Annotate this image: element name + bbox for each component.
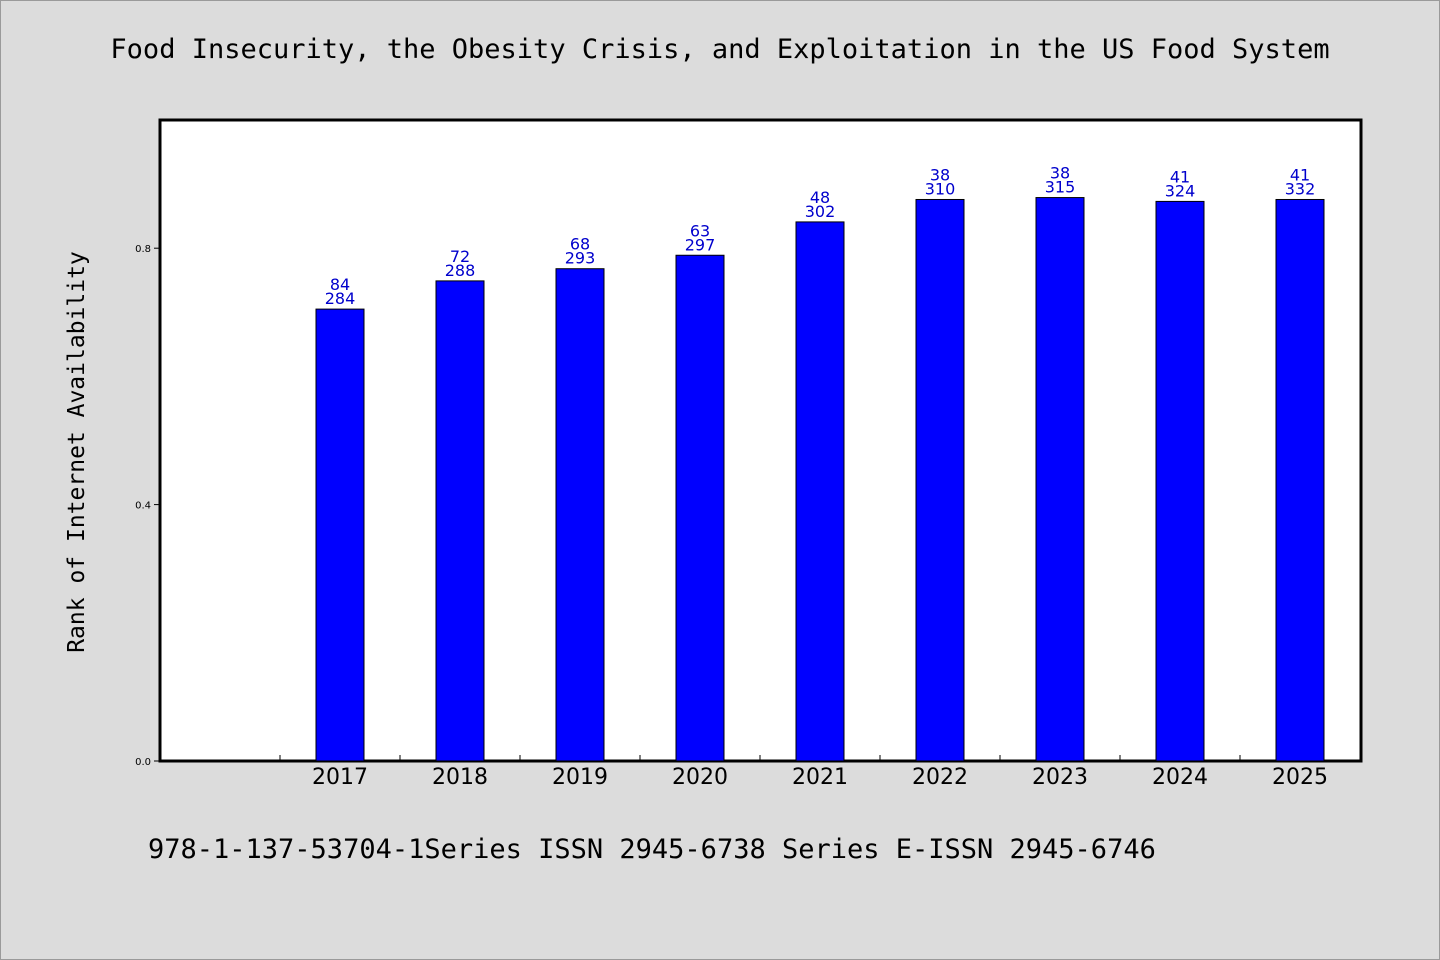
- x-tick-label: 2021: [792, 765, 848, 790]
- bar: [315, 308, 365, 762]
- chart-title: Food Insecurity, the Obesity Crisis, and…: [110, 34, 1330, 65]
- x-tick-label: 2025: [1272, 765, 1328, 790]
- x-tick-label: 2020: [672, 765, 728, 790]
- data-label-bottom: 324: [1165, 181, 1196, 200]
- data-label-top: 63: [690, 221, 710, 240]
- data-label-top: 38: [1050, 164, 1070, 183]
- bar: [915, 198, 965, 762]
- x-tick-label: 2019: [552, 765, 608, 790]
- x-tick-label: 2017: [312, 765, 368, 790]
- footer-text: 978-1-137-53704-1Series ISSN 2945-6738 S…: [148, 834, 1156, 865]
- bar: [1155, 200, 1205, 762]
- data-label-bottom: 302: [805, 202, 836, 221]
- bar: [675, 254, 725, 762]
- data-label-top: 48: [810, 188, 830, 207]
- data-label-bottom: 297: [685, 235, 716, 254]
- data-label-top: 38: [930, 165, 950, 184]
- y-tick-label: 0.4: [135, 501, 151, 512]
- data-label-bottom: 288: [445, 261, 476, 280]
- x-tick-label: 2022: [912, 765, 968, 790]
- data-label-bottom: 332: [1285, 179, 1316, 198]
- data-label-top: 41: [1290, 165, 1310, 184]
- y-tick-label: 0.0: [135, 757, 151, 768]
- data-label-top: 84: [330, 275, 350, 294]
- x-tick-label: 2018: [432, 765, 488, 790]
- bar: [795, 221, 845, 762]
- data-label-top: 72: [450, 247, 470, 266]
- bar: [1275, 198, 1325, 762]
- data-label-bottom: 310: [925, 179, 956, 198]
- data-label-bottom: 315: [1045, 178, 1076, 197]
- bar: [435, 280, 485, 762]
- bar: [1035, 197, 1085, 762]
- bar: [555, 268, 605, 762]
- x-tick-label: 2023: [1032, 765, 1088, 790]
- data-label-bottom: 293: [565, 249, 596, 268]
- data-label-top: 41: [1170, 167, 1190, 186]
- y-tick-label: 0.8: [135, 244, 151, 255]
- x-tick-label: 2024: [1152, 765, 1208, 790]
- data-label-bottom: 284: [325, 289, 356, 308]
- data-label-top: 68: [570, 235, 590, 254]
